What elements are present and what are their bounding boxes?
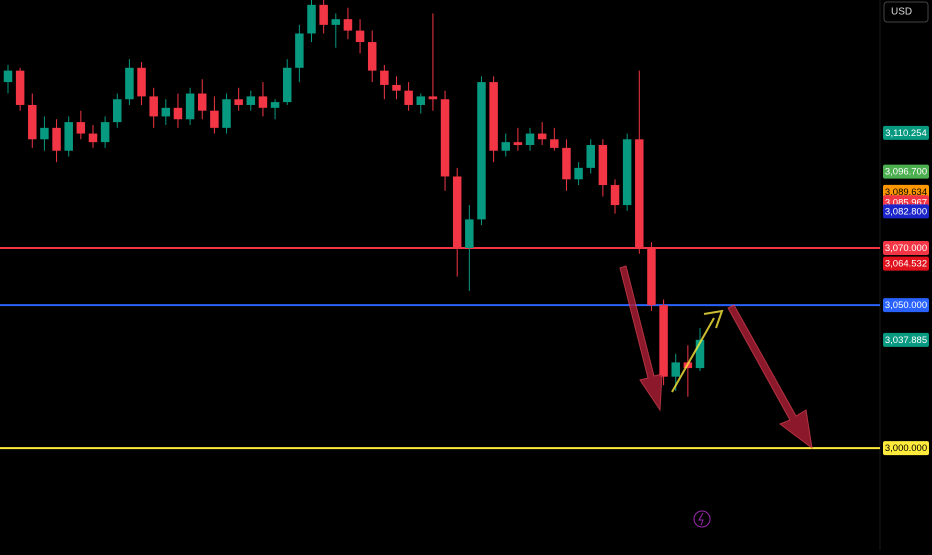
price-label: 3,064.532 [885, 259, 927, 270]
candle-body [137, 67, 146, 97]
candle-body [222, 99, 231, 128]
candle-body [40, 127, 49, 140]
candle-body [197, 93, 207, 111]
price-label-box [883, 332, 929, 347]
event-icon-bolt [698, 512, 704, 526]
candle-body [295, 33, 304, 68]
candle-body [64, 122, 73, 151]
candle-body [319, 4, 328, 25]
price-label-box [883, 298, 929, 313]
candle-body [671, 362, 680, 377]
price-label: 3,085.967 [885, 197, 927, 208]
candle-body [610, 185, 620, 206]
candle-body [28, 104, 37, 140]
price-label: 3,110.254 [885, 128, 927, 139]
down-arrow [727, 304, 813, 450]
currency-button[interactable] [883, 1, 929, 23]
candle-body [537, 133, 547, 140]
price-label: 3,050.000 [885, 300, 927, 311]
candle-body [100, 122, 110, 143]
candle-body [185, 93, 195, 120]
candle-body [562, 147, 571, 180]
price-label: 3,082.800 [885, 206, 927, 217]
candle-body [477, 82, 486, 220]
candle-body [355, 30, 365, 43]
candle-body [76, 122, 86, 134]
candle-body [3, 70, 13, 83]
candle-body [465, 219, 474, 248]
plot [0, 0, 880, 450]
candle-body [428, 96, 438, 100]
candle-body [647, 247, 656, 306]
candle-body [15, 70, 25, 105]
down-arrow [619, 265, 663, 412]
annotations [619, 265, 813, 450]
event-icon[interactable] [693, 510, 711, 528]
currency: USD [891, 7, 912, 18]
candle-body [210, 110, 219, 128]
candle-body [404, 90, 413, 105]
price-label-box [883, 204, 929, 219]
candle-body [88, 133, 98, 143]
price-label-box [883, 240, 929, 255]
price-label: 3,070.000 [885, 243, 927, 254]
candle-body [161, 107, 171, 117]
price-label: 3,096.700 [885, 167, 927, 178]
up-arrow [671, 317, 715, 393]
candle-body [258, 96, 268, 108]
candle-body [113, 99, 122, 123]
candle-body [452, 176, 462, 248]
candle-body [635, 139, 644, 248]
price-label: 3,000.000 [885, 443, 927, 454]
candle-body [489, 82, 498, 151]
price-label: 3,037.885 [885, 335, 927, 346]
candle-body [367, 42, 377, 71]
candle-body [307, 4, 316, 34]
candle-body [622, 139, 632, 206]
candle-body [416, 96, 426, 105]
candle-body [392, 84, 401, 91]
candle-body [525, 133, 535, 146]
candle-body [173, 107, 183, 120]
up-arrow-head [703, 309, 724, 329]
candle-body [149, 96, 158, 117]
candle-body [598, 145, 608, 186]
candle-body [343, 19, 353, 31]
candle-body [513, 142, 523, 146]
candle-body [550, 139, 559, 148]
candle-body [440, 99, 450, 177]
candle-body [380, 70, 389, 85]
candle-body [659, 305, 668, 377]
candle-body [270, 102, 280, 108]
candle-body [52, 127, 61, 151]
candle-body [234, 99, 243, 105]
candle-body [501, 142, 511, 151]
candle-body [282, 67, 292, 103]
candle-body [246, 96, 256, 105]
price-label-box [883, 256, 929, 271]
candle-body [586, 145, 595, 168]
candle-body [331, 19, 341, 25]
price-label-box [883, 441, 929, 456]
price-label-box [883, 125, 929, 140]
price-label: 3,089.634 [885, 187, 927, 198]
candle-body [574, 167, 583, 180]
price-label-box [883, 164, 929, 179]
candle-body [125, 67, 134, 100]
candle-body [695, 339, 705, 369]
